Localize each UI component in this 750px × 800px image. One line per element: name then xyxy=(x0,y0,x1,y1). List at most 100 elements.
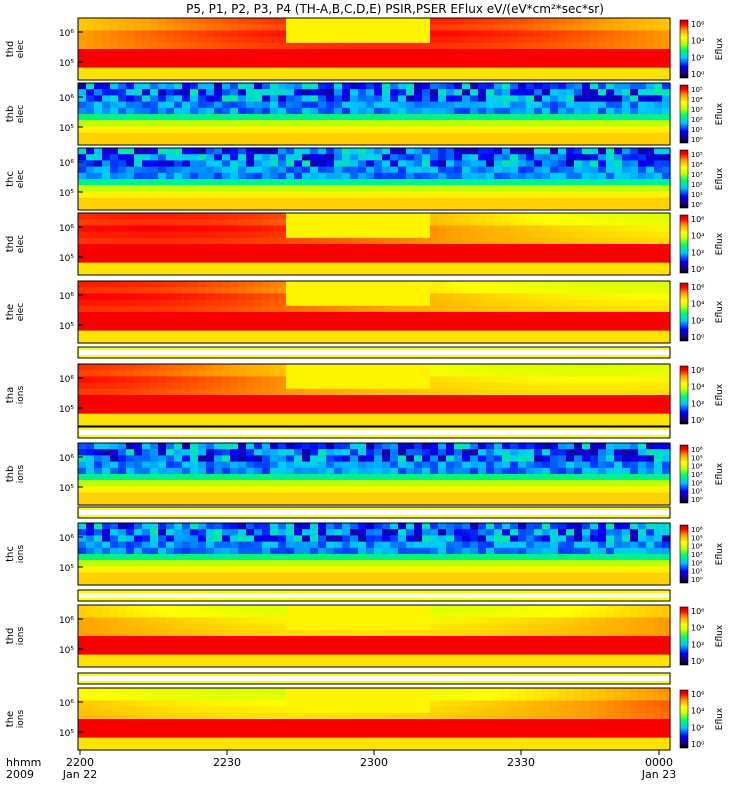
heatmap-cell xyxy=(582,443,591,450)
heatmap-cell xyxy=(606,474,615,481)
heatmap-cell xyxy=(134,407,143,415)
heatmap-cell xyxy=(366,49,375,56)
y-tick-label: 10⁶ xyxy=(59,292,74,302)
heatmap-cell xyxy=(166,24,175,31)
heatmap-cell xyxy=(446,148,455,155)
heatmap-cell xyxy=(518,73,527,81)
heatmap-cell xyxy=(430,219,439,226)
heatmap-cell xyxy=(406,395,415,402)
heatmap-cell xyxy=(118,407,127,415)
heatmap-cell xyxy=(542,256,551,264)
heatmap-cell xyxy=(374,250,383,257)
heatmap-cell xyxy=(150,443,159,450)
heatmap-cell xyxy=(118,336,127,344)
heatmap-cell xyxy=(358,67,367,75)
heatmap-cell xyxy=(246,395,255,402)
heatmap-cell xyxy=(254,388,263,396)
heatmap-cell xyxy=(94,250,103,257)
heatmap-cell xyxy=(222,419,231,427)
heatmap-cell xyxy=(486,382,495,390)
heatmap-cell xyxy=(502,312,511,319)
heatmap-cell xyxy=(438,231,447,239)
heatmap-cell xyxy=(654,132,663,140)
heatmap-cell xyxy=(270,474,279,481)
heatmap-cell xyxy=(438,299,447,307)
heatmap-cell xyxy=(278,231,287,239)
heatmap-cell xyxy=(518,191,527,199)
heatmap-cell xyxy=(382,42,391,50)
heatmap-cell xyxy=(438,443,447,450)
heatmap-cell xyxy=(334,114,343,121)
heatmap-cell xyxy=(310,281,319,288)
heatmap-cell xyxy=(382,449,391,456)
heatmap-cell xyxy=(470,73,479,81)
heatmap-cell xyxy=(606,287,615,294)
heatmap-cell xyxy=(278,49,287,56)
heatmap-cell xyxy=(206,172,215,180)
heatmap-cell xyxy=(382,172,391,180)
heatmap-cell xyxy=(558,395,567,402)
heatmap-cell xyxy=(278,293,287,301)
heatmap-cell xyxy=(502,336,511,344)
heatmap-cell xyxy=(134,67,143,75)
heatmap-cell xyxy=(406,250,415,257)
heatmap-cell xyxy=(598,231,607,239)
heatmap-cell xyxy=(78,407,87,415)
heatmap-cell xyxy=(518,42,527,50)
heatmap-cell xyxy=(422,376,431,384)
heatmap-cell xyxy=(470,101,479,109)
heatmap-cell xyxy=(102,419,111,427)
heatmap-cell xyxy=(166,107,175,115)
heatmap-cell xyxy=(430,324,439,332)
heatmap-cell xyxy=(446,185,455,192)
heatmap-cell xyxy=(206,120,215,127)
heatmap-cell xyxy=(190,61,199,69)
heatmap-cell xyxy=(198,256,207,264)
heatmap-cell xyxy=(310,148,319,155)
heatmap-cell xyxy=(334,299,343,307)
heatmap-cell xyxy=(398,148,407,155)
heatmap-cell xyxy=(254,474,263,481)
heatmap-cell xyxy=(590,376,599,384)
heatmap-cell xyxy=(86,293,95,301)
heatmap-cell xyxy=(174,67,183,75)
heatmap-cell xyxy=(510,67,519,75)
heatmap-cell xyxy=(582,18,591,25)
heatmap-cell xyxy=(118,395,127,402)
heatmap-cell xyxy=(166,312,175,319)
heatmap-cell xyxy=(422,250,431,257)
heatmap-cell xyxy=(390,250,399,257)
heatmap-cell xyxy=(534,83,543,90)
heatmap-cell xyxy=(518,179,527,186)
heatmap-cell xyxy=(302,305,311,313)
heatmap-cell xyxy=(278,268,287,276)
heatmap-cell xyxy=(254,67,263,75)
heatmap-cell xyxy=(118,237,127,245)
heatmap-cell xyxy=(294,299,303,307)
heatmap-cell xyxy=(638,185,647,192)
colorbar-tick-label: 10⁰ xyxy=(691,136,703,144)
heatmap-cell xyxy=(246,419,255,427)
heatmap-cell xyxy=(302,160,311,168)
heatmap-cell xyxy=(102,370,111,377)
heatmap-cell xyxy=(182,120,191,127)
heatmap-cell xyxy=(422,312,431,319)
heatmap-cell xyxy=(430,160,439,168)
heatmap-cell xyxy=(574,449,583,456)
heatmap-cell xyxy=(406,376,415,384)
heatmap-cell xyxy=(558,30,567,38)
heatmap-cell xyxy=(662,213,671,220)
heatmap-cell xyxy=(302,413,311,421)
heatmap-cell xyxy=(238,231,247,239)
heatmap-cell xyxy=(470,67,479,75)
heatmap-cell xyxy=(374,268,383,276)
heatmap-cell xyxy=(278,36,287,44)
heatmap-cell xyxy=(134,256,143,264)
heatmap-cell xyxy=(190,287,199,294)
heatmap-cell xyxy=(526,61,535,69)
heatmap-cell xyxy=(230,225,239,233)
heatmap-cell xyxy=(326,95,335,103)
heatmap-cell xyxy=(310,114,319,121)
heatmap-cell xyxy=(102,24,111,31)
heatmap-cell xyxy=(254,55,263,62)
